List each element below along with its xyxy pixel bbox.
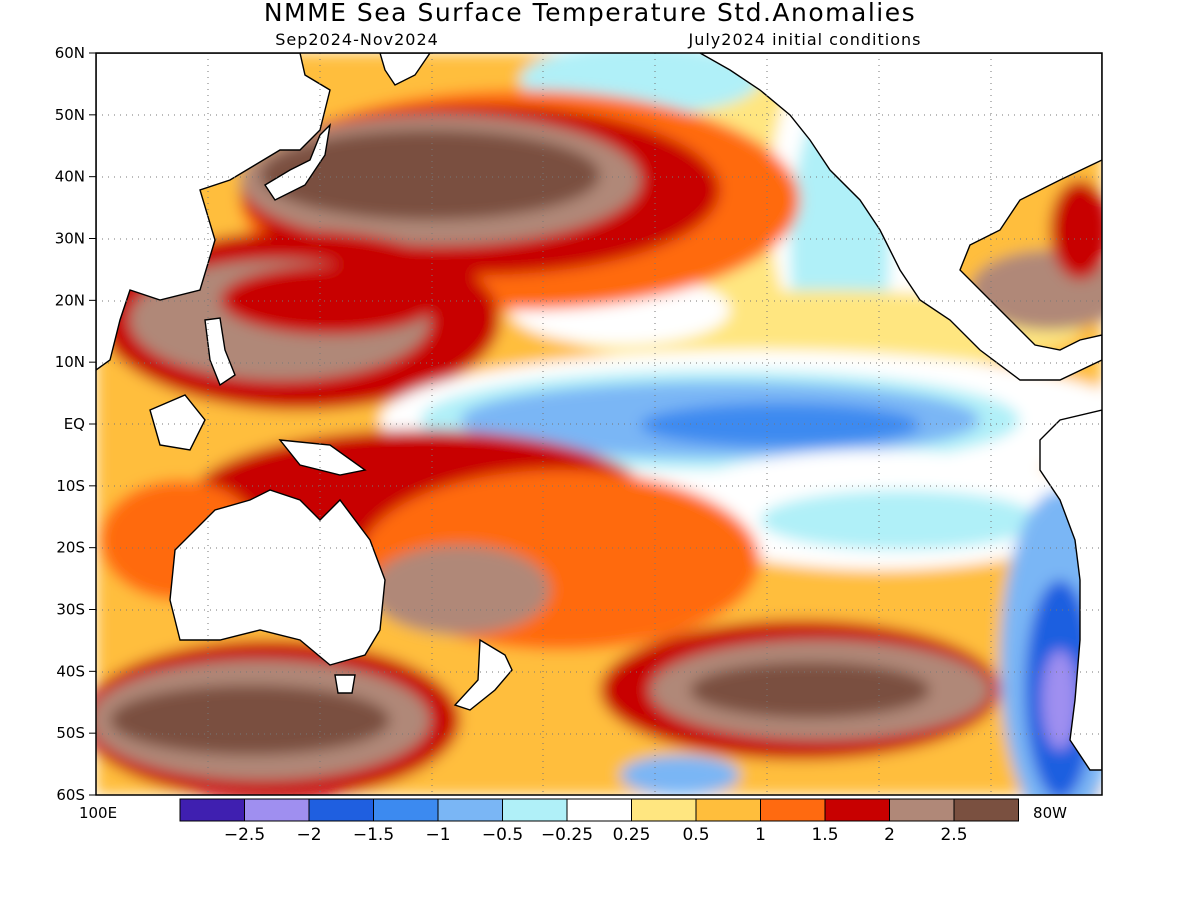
tasmania (334, 674, 356, 694)
colorbar-label: −0.25 (541, 825, 593, 845)
japan (264, 122, 332, 201)
map-title: NMME Sea Surface Temperature Std.Anomali… (264, 0, 916, 27)
colorbar-label: −1 (425, 825, 450, 845)
lat-label: 50S (56, 724, 85, 742)
lat-label: 20N (55, 291, 85, 309)
south-america (1039, 409, 1102, 771)
colorbar-label: 0.25 (613, 825, 651, 845)
colorbar-swatch (373, 798, 439, 822)
lon-label-left: 100E (79, 804, 117, 822)
new-guinea (278, 439, 367, 476)
colorbar: −2.5 −2 −1.5 −1 −0.5 −0.25 0.25 0.5 1 1.5 2 2.5 (179, 798, 1019, 845)
asia-landmass (96, 53, 331, 371)
init-subtitle: July2024 initial conditions (688, 30, 922, 49)
lat-lon-grid (96, 53, 1102, 795)
lat-label: 60N (55, 44, 85, 62)
lon-label-right: 80W (1033, 804, 1067, 822)
philippines (204, 317, 236, 387)
colorbar-swatch (566, 798, 632, 822)
borneo (149, 394, 206, 451)
lat-label: 10N (55, 353, 85, 371)
map-panel (96, 53, 1102, 795)
colorbar-swatch (953, 798, 1019, 822)
colorbar-label: −2.5 (224, 825, 265, 845)
colorbar-label: 0.5 (682, 825, 709, 845)
lat-label: 50N (55, 106, 85, 124)
lat-label: 40N (55, 168, 85, 186)
colorbar-label: 2.5 (940, 825, 967, 845)
colorbar-swatch (437, 798, 503, 822)
north-america (698, 53, 1102, 381)
colorbar-label: 1 (755, 825, 766, 845)
latitude-labels: 60N 50N 40N 30N 20N 10N EQ 10S 20S 30S 40S 50S 60S (55, 44, 96, 804)
colorbar-swatch (824, 798, 890, 822)
land (96, 53, 1102, 771)
colorbar-swatch (889, 798, 955, 822)
colorbar-label: 1.5 (811, 825, 838, 845)
colorbar-swatch (179, 798, 245, 822)
lat-label: 40S (56, 662, 85, 680)
lat-label: 10S (56, 477, 85, 495)
kamchatka (379, 53, 431, 86)
new-zealand (453, 638, 513, 711)
lat-label: EQ (64, 415, 85, 433)
colorbar-label: −0.5 (482, 825, 523, 845)
colorbar-swatch (631, 798, 697, 822)
lat-label: 60S (56, 786, 85, 804)
colorbar-label: −2 (296, 825, 321, 845)
colorbar-swatch (308, 798, 374, 822)
lat-label: 30S (56, 601, 85, 619)
lat-label: 30N (55, 230, 85, 248)
colorbar-swatch (760, 798, 826, 822)
colorbar-label: 2 (884, 825, 895, 845)
colorbar-swatch (244, 798, 310, 822)
colorbar-swatch (502, 798, 568, 822)
australia (169, 489, 386, 666)
period-subtitle: Sep2024-Nov2024 (275, 30, 439, 49)
colorbar-label: −1.5 (353, 825, 394, 845)
lat-label: 20S (56, 539, 85, 557)
colorbar-swatch (695, 798, 761, 822)
